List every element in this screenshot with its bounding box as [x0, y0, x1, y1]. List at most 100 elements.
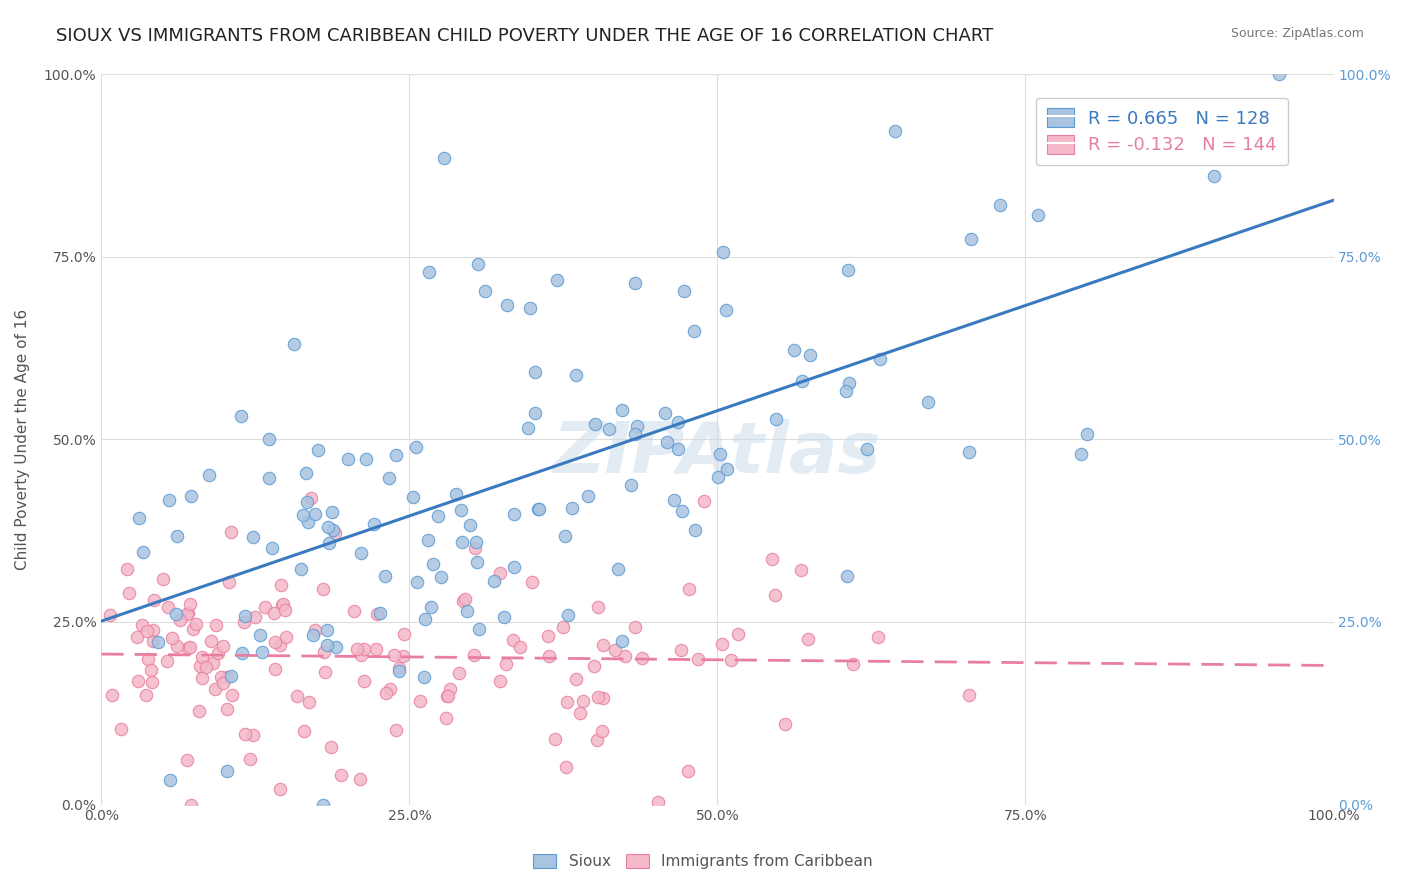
Immigrants from Caribbean — [125, 630, 148, 644]
Sioux — [422, 558, 444, 572]
Sioux — [374, 568, 396, 582]
Immigrants from Caribbean — [304, 623, 326, 637]
Sioux — [257, 432, 280, 446]
Immigrants from Caribbean — [215, 670, 238, 684]
Immigrants from Caribbean — [588, 690, 610, 704]
Sioux — [503, 507, 526, 521]
Sioux — [837, 263, 859, 277]
Immigrants from Caribbean — [135, 688, 157, 702]
Immigrants from Caribbean — [330, 768, 353, 782]
Sioux — [290, 562, 312, 576]
Sioux — [312, 797, 335, 812]
Sioux — [834, 384, 856, 398]
Sioux — [198, 468, 221, 483]
Sioux — [561, 501, 583, 516]
Sioux — [711, 244, 734, 259]
Immigrants from Caribbean — [631, 650, 654, 665]
Immigrants from Caribbean — [364, 642, 387, 657]
Immigrants from Caribbean — [592, 691, 614, 706]
Sioux — [657, 434, 679, 449]
Sioux — [429, 570, 451, 584]
Sioux — [465, 555, 488, 569]
Immigrants from Caribbean — [274, 603, 297, 617]
Sioux — [354, 451, 377, 466]
Immigrants from Caribbean — [868, 630, 890, 644]
Immigrants from Caribbean — [162, 631, 184, 645]
Immigrants from Caribbean — [264, 634, 287, 648]
Sioux — [146, 635, 169, 649]
Sioux — [1267, 67, 1289, 81]
Immigrants from Caribbean — [343, 604, 366, 618]
Immigrants from Caribbean — [176, 607, 198, 622]
Immigrants from Caribbean — [131, 618, 153, 632]
Immigrants from Caribbean — [353, 641, 375, 656]
Immigrants from Caribbean — [166, 639, 188, 653]
Immigrants from Caribbean — [319, 740, 342, 755]
Sioux — [291, 508, 314, 523]
Sioux — [456, 604, 478, 618]
Immigrants from Caribbean — [204, 682, 226, 697]
Immigrants from Caribbean — [409, 694, 432, 708]
Immigrants from Caribbean — [353, 673, 375, 688]
Sioux — [321, 505, 343, 519]
Sioux — [714, 303, 737, 318]
Immigrants from Caribbean — [349, 772, 371, 787]
Sioux — [765, 412, 787, 426]
Immigrants from Caribbean — [565, 673, 588, 687]
Text: SIOUX VS IMMIGRANTS FROM CARIBBEAN CHILD POVERTY UNDER THE AGE OF 16 CORRELATION: SIOUX VS IMMIGRANTS FROM CARIBBEAN CHILD… — [56, 27, 994, 45]
Immigrants from Caribbean — [177, 640, 200, 655]
Sioux — [318, 536, 340, 550]
Immigrants from Caribbean — [449, 665, 471, 680]
Immigrants from Caribbean — [156, 654, 179, 668]
Immigrants from Caribbean — [692, 494, 714, 508]
Sioux — [418, 265, 440, 279]
Immigrants from Caribbean — [463, 648, 485, 663]
Sioux — [165, 607, 187, 621]
Immigrants from Caribbean — [763, 588, 786, 602]
Sioux — [388, 664, 411, 678]
Sioux — [557, 608, 579, 623]
Immigrants from Caribbean — [312, 582, 335, 596]
Immigrants from Caribbean — [176, 753, 198, 767]
Sioux — [654, 406, 676, 420]
Sioux — [664, 493, 686, 508]
Sioux — [297, 515, 319, 529]
Sioux — [302, 628, 325, 642]
Sioux — [283, 336, 305, 351]
Sioux — [838, 376, 860, 390]
Sioux — [405, 575, 427, 590]
Sioux — [683, 324, 706, 338]
Immigrants from Caribbean — [136, 652, 159, 666]
Sioux — [856, 442, 879, 457]
Sioux — [884, 124, 907, 138]
Immigrants from Caribbean — [624, 620, 647, 634]
Immigrants from Caribbean — [117, 586, 139, 600]
Sioux — [554, 529, 576, 543]
Sioux — [482, 574, 505, 589]
Immigrants from Caribbean — [139, 664, 162, 678]
Immigrants from Caribbean — [436, 690, 458, 704]
Immigrants from Caribbean — [298, 695, 321, 709]
Sioux — [1202, 169, 1225, 183]
Immigrants from Caribbean — [180, 797, 202, 812]
Immigrants from Caribbean — [141, 675, 163, 690]
Sioux — [666, 442, 689, 456]
Sioux — [215, 764, 238, 779]
Immigrants from Caribbean — [375, 686, 398, 700]
Sioux — [626, 419, 648, 434]
Immigrants from Caribbean — [177, 606, 200, 620]
Sioux — [623, 426, 645, 441]
Sioux — [450, 503, 472, 517]
Immigrants from Caribbean — [221, 524, 243, 539]
Sioux — [837, 569, 859, 583]
Immigrants from Caribbean — [842, 657, 865, 671]
Sioux — [307, 443, 329, 458]
Immigrants from Caribbean — [453, 591, 475, 606]
Immigrants from Caribbean — [187, 704, 209, 718]
Immigrants from Caribbean — [233, 727, 256, 741]
Sioux — [166, 529, 188, 543]
Immigrants from Caribbean — [169, 613, 191, 627]
Immigrants from Caribbean — [585, 733, 607, 747]
Immigrants from Caribbean — [142, 593, 165, 607]
Immigrants from Caribbean — [678, 764, 700, 779]
